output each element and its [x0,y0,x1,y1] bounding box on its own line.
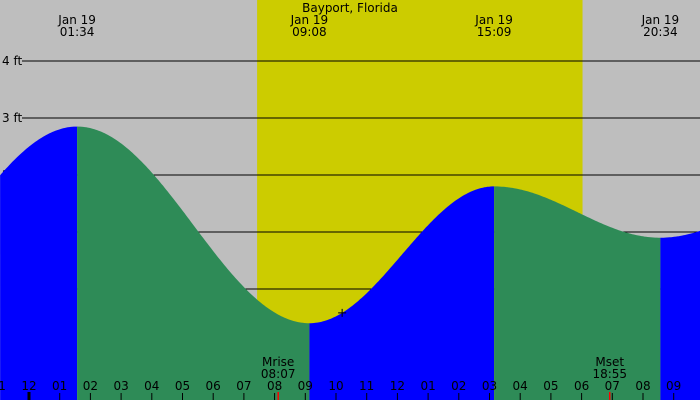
extreme-time: 15:09 [477,25,512,39]
rising-tide-area [0,126,78,400]
moon-event-time: 08:07 [261,367,296,381]
x-tick-label: 01 [420,379,435,393]
x-axis: 11 12 01 02 03 04 05 06 07 08 09 10 11 12 01 02 03 04 05 06… [0,379,681,400]
x-tick-label: 05 [543,379,558,393]
falling-tide-area [494,186,661,400]
extreme-date: Jan 19 [641,13,680,27]
extreme-date: Jan 19 [57,13,96,27]
x-tick-label: 03 [113,379,128,393]
x-tick-label: 12 [21,379,36,393]
falling-tide-area [77,126,310,400]
extreme-date: Jan 19 [290,13,329,27]
extreme-time: 09:08 [292,25,327,39]
x-tick-label: 09 [298,379,313,393]
extreme-date: Jan 19 [474,13,513,27]
midnight-tick [27,392,31,400]
x-tick-label: 11 [359,379,374,393]
chart-title: Bayport, Florida [302,1,398,15]
moon-event-time: 18:55 [592,367,627,381]
x-tick-label: 08 [267,379,282,393]
current-time-marker [338,308,347,317]
y-tick-label: 4 ft [2,54,22,68]
moon-event-label: Mrise [262,355,294,369]
extreme-time: 01:34 [60,25,95,39]
x-tick-label: 09 [666,379,681,393]
x-tick-label: 08 [635,379,650,393]
x-tick-label: 07 [236,379,251,393]
moon-event-label: Mset [595,355,624,369]
x-tick-label: 11 [0,379,6,393]
x-tick-label: 07 [605,379,620,393]
x-tick-label: 06 [206,379,221,393]
x-tick-label: 02 [451,379,466,393]
rising-tide-area [309,186,495,400]
x-tick-label: 04 [513,379,528,393]
x-tick-label: 02 [83,379,98,393]
extreme-time: 20:34 [643,25,678,39]
x-tick-label: 10 [328,379,343,393]
y-tick-label: 3 ft [2,111,22,125]
tide-fills [0,126,700,400]
x-tick-label: 04 [144,379,159,393]
rising-tide-area [660,230,700,400]
x-tick-label: 05 [175,379,190,393]
x-tick-label: 01 [52,379,67,393]
x-tick-label: 06 [574,379,589,393]
x-tick-label: 12 [390,379,405,393]
x-tick-label: 03 [482,379,497,393]
